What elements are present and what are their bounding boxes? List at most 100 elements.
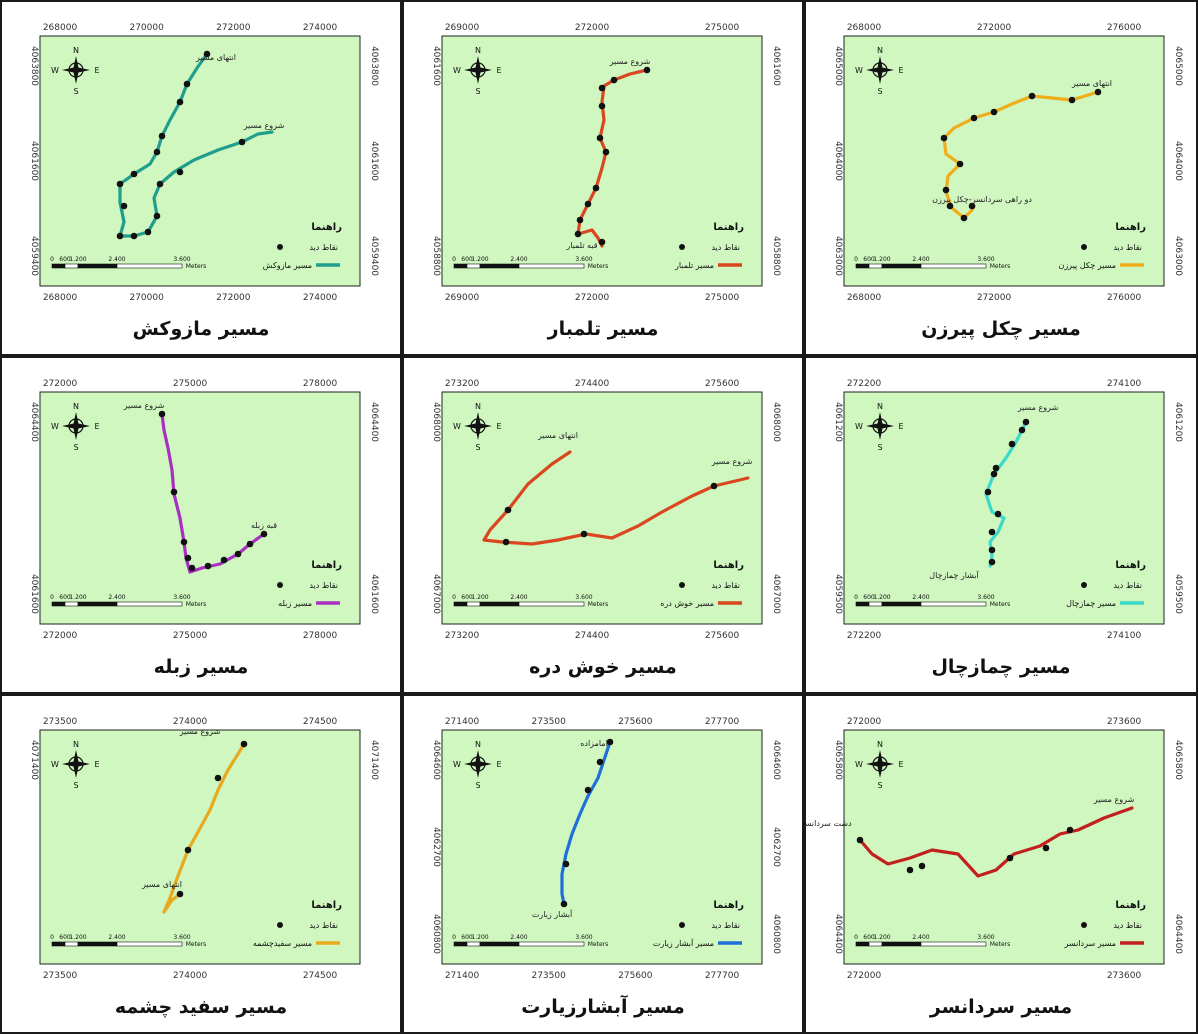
map-caption: مسیر مازوکش (132, 318, 270, 340)
route-map: 268000 268000 272000 272000 276000 276000 4065… (833, 23, 1183, 303)
viewpoint-marker (1006, 854, 1014, 862)
map-panel: 272000 272000 273600 273600 4065800 4065800 40… (799, 694, 1198, 1034)
svg-text:3.600: 3.600 (173, 934, 190, 941)
viewpoint-marker (940, 134, 948, 142)
north-arrow-icon: N S E W (453, 402, 501, 452)
svg-text:600: 600 (863, 256, 875, 263)
svg-text:2.400: 2.400 (510, 256, 527, 263)
y-tick-right: 4064400 (1173, 914, 1183, 954)
svg-text:E: E (94, 760, 99, 769)
x-tick-bottom: 275600 (618, 971, 653, 981)
route-label: امامزاده (580, 739, 608, 748)
svg-text:S: S (73, 87, 78, 96)
viewpoint-marker (596, 134, 604, 142)
y-tick-left: 4065000 (833, 46, 843, 86)
svg-text:600: 600 (461, 594, 473, 601)
x-tick-top: 272000 (575, 23, 610, 33)
y-tick-right: 4064400 (369, 402, 379, 442)
viewpoint-marker (592, 184, 600, 192)
legend: راهنما نقاط دید مسیر چکل پیرزن (1058, 222, 1146, 270)
svg-text:E: E (496, 422, 501, 431)
svg-text:Meters: Meters (588, 941, 609, 948)
viewpoint-marker (956, 160, 964, 168)
svg-text:2.400: 2.400 (510, 934, 527, 941)
svg-text:600: 600 (59, 594, 71, 601)
map-caption: مسیر سردانسر (929, 996, 1073, 1018)
map-panel: 273200 273200 274400 274400 275600 275600 4068… (402, 356, 804, 694)
x-tick-top: 274400 (575, 379, 610, 389)
north-arrow-icon: N S E W (453, 46, 501, 96)
route-label: شروع مسیر (1017, 403, 1059, 412)
map-caption: مسیر آبشارزیارت (521, 996, 685, 1018)
viewpoint-marker (643, 66, 651, 74)
x-tick-bottom: 270000 (129, 293, 164, 303)
svg-text:Meters: Meters (186, 941, 207, 948)
y-tick-right: 4059400 (369, 236, 379, 276)
x-tick-bottom: 272000 (977, 293, 1012, 303)
map-caption: مسیر سفید چشمه (114, 996, 288, 1018)
x-tick-bottom: 274000 (303, 293, 338, 303)
map-panel: 269000 269000 272000 272000 275000 275000 4061… (402, 0, 804, 356)
y-tick-left: 4064400 (833, 914, 843, 954)
svg-text:مسیر خوش دره: مسیر خوش دره (660, 599, 714, 608)
viewpoint-marker (504, 506, 512, 514)
viewpoint-marker (970, 114, 978, 122)
viewpoint-marker (1068, 96, 1076, 104)
svg-text:600: 600 (461, 934, 473, 941)
x-tick-top: 277700 (705, 717, 740, 727)
route-label: شروع مسیر (243, 121, 285, 130)
svg-text:Meters: Meters (990, 263, 1011, 270)
viewpoint-marker (968, 202, 976, 210)
svg-text:مسیر سردانسر: مسیر سردانسر (1064, 939, 1116, 948)
route-line (162, 742, 246, 914)
viewpoint-marker (214, 774, 222, 782)
y-tick-right: 4063000 (1173, 236, 1183, 276)
x-tick-bottom: 274500 (303, 971, 338, 981)
svg-text:2.400: 2.400 (108, 934, 125, 941)
svg-text:Meters: Meters (186, 601, 207, 608)
viewpoint-marker (990, 108, 998, 116)
route-map: 272200 272200 274100 274100 4061200 4061200 40… (833, 379, 1183, 641)
viewpoint-marker (576, 216, 584, 224)
legend: راهنما نقاط دید مسیر سردانسر (1064, 900, 1147, 948)
y-tick-right: 4061200 (1173, 402, 1183, 442)
svg-text:N: N (877, 740, 883, 749)
viewpoint-marker (260, 530, 268, 538)
svg-text:1.200: 1.200 (471, 256, 488, 263)
y-tick-left: 4065800 (833, 740, 843, 780)
route-label: آبشار چمازچال (929, 570, 979, 580)
x-tick-top: 275600 (618, 717, 653, 727)
viewpoint-marker (176, 890, 184, 898)
viewpoint-marker (158, 132, 166, 140)
viewpoint-marker (610, 76, 618, 84)
svg-text:3.600: 3.600 (977, 934, 994, 941)
viewpoint-marker (560, 900, 568, 908)
svg-text:3.600: 3.600 (977, 256, 994, 263)
y-tick-right: 4065800 (1173, 740, 1183, 780)
svg-text:2.400: 2.400 (912, 934, 929, 941)
x-tick-top: 278000 (303, 379, 338, 389)
viewpoint-marker (584, 786, 592, 794)
x-tick-bottom: 275000 (173, 631, 208, 641)
svg-text:Meters: Meters (588, 601, 609, 608)
x-tick-bottom: 272200 (847, 631, 882, 641)
route-label: انتهای مسیر (195, 53, 236, 62)
legend: راهنما نقاط دید مسیر تلمبار (674, 222, 744, 270)
svg-text:0: 0 (452, 934, 456, 941)
svg-text:مسیر مازوکش: مسیر مازوکش (263, 261, 312, 270)
svg-text:W: W (51, 760, 59, 769)
viewpoint-marker (580, 530, 588, 538)
svg-text:E: E (898, 66, 903, 75)
svg-text:S: S (877, 781, 882, 790)
x-tick-bottom: 274000 (173, 971, 208, 981)
svg-text:0: 0 (50, 934, 54, 941)
viewpoint-marker (990, 470, 998, 478)
svg-text:1.200: 1.200 (873, 934, 890, 941)
x-tick-top: 270000 (129, 23, 164, 33)
viewpoint-marker (156, 180, 164, 188)
x-tick-bottom: 273500 (43, 971, 78, 981)
route-map: 272000 272000 273600 273600 4065800 4065800 40… (799, 717, 1183, 981)
viewpoint-marker (606, 738, 614, 746)
legend: راهنما نقاط دید مسیر آبشار زیارت (653, 900, 744, 948)
